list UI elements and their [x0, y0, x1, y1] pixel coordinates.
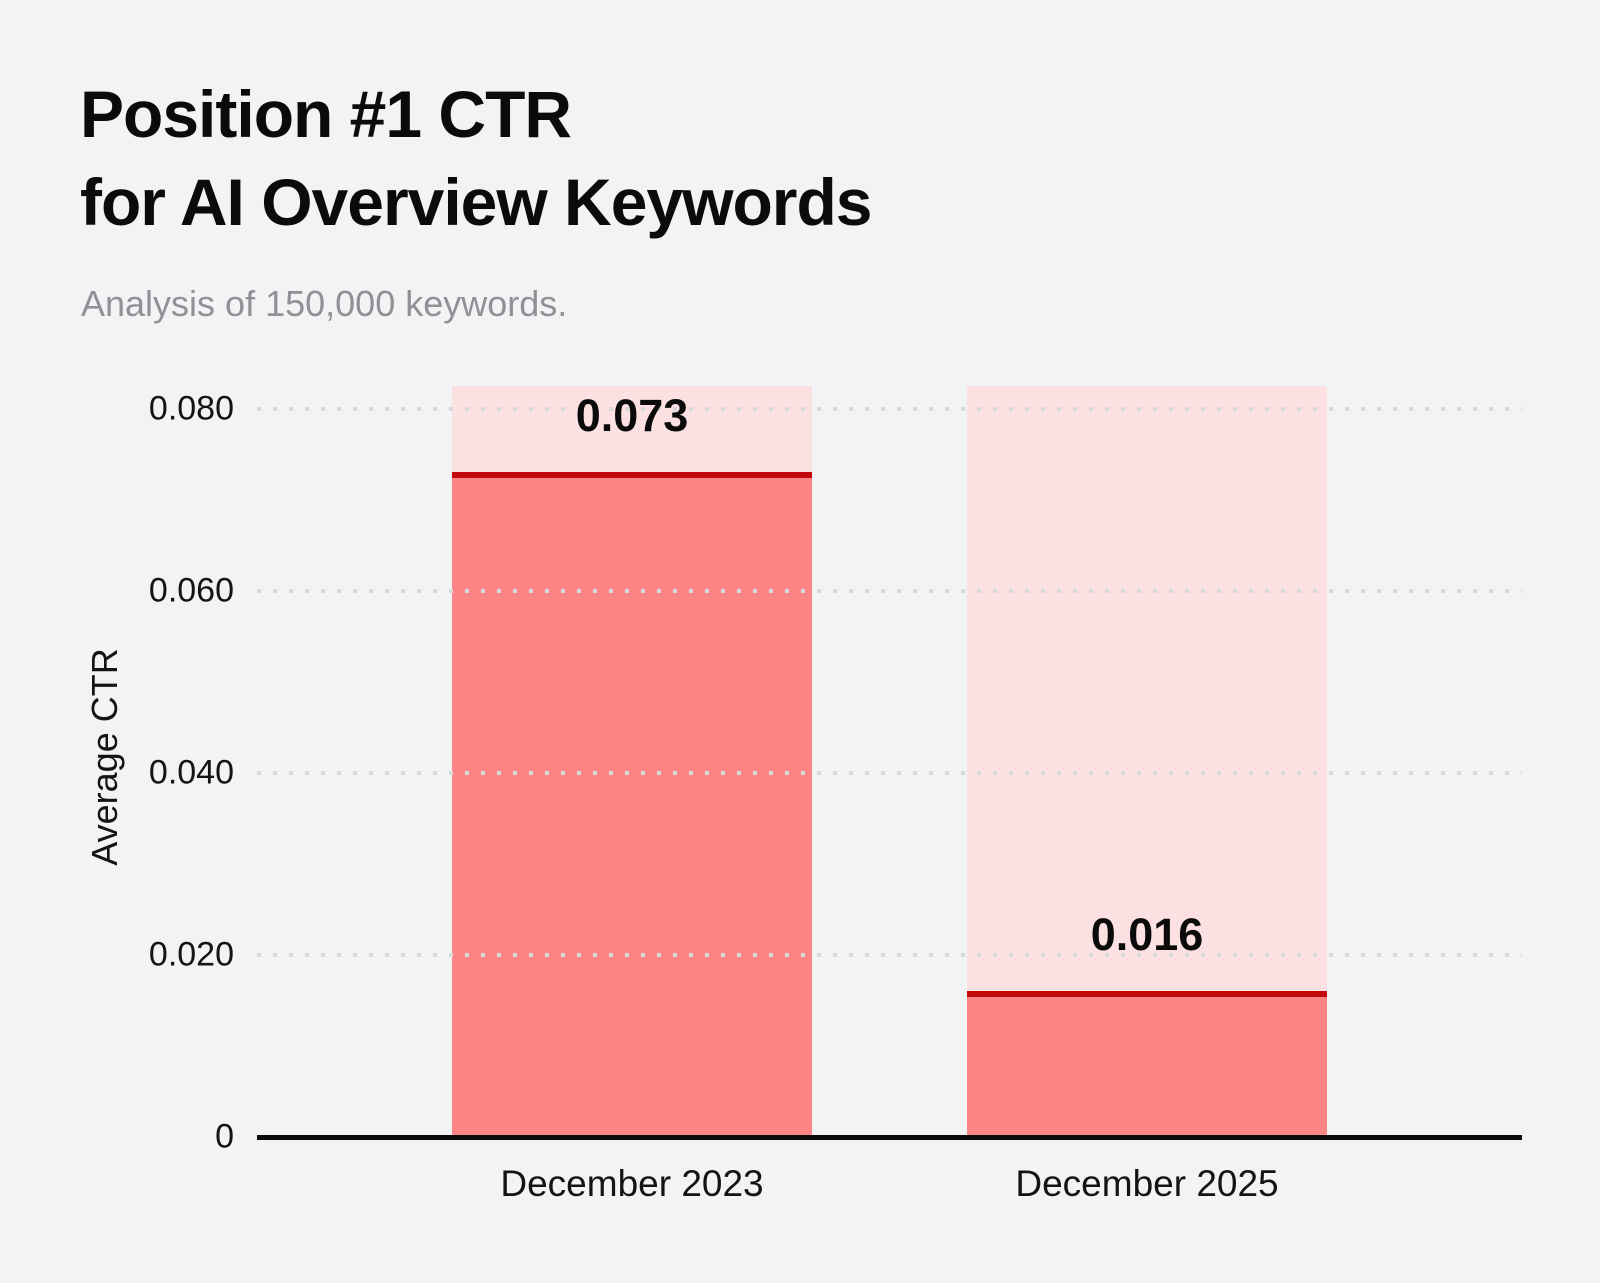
gridline-dotted	[257, 952, 1522, 957]
gridline-dotted	[257, 406, 1522, 411]
x-tick-label-december-2023: December 2023	[500, 1163, 764, 1204]
chart-title: Position #1 CTR for AI Overview Keywords	[80, 70, 872, 246]
bar-december-2023	[452, 472, 812, 1137]
chart-title-line2: for AI Overview Keywords	[80, 165, 872, 239]
y-axis-label: Average CTR	[84, 648, 125, 866]
y-tick-label: 0.020	[148, 935, 234, 974]
bar-december-2025	[967, 991, 1327, 1137]
value-label-december-2023: 0.073	[575, 390, 689, 442]
x-axis-line	[257, 1135, 1522, 1140]
gridline-dotted	[257, 770, 1522, 775]
y-tick-label: 0.060	[148, 571, 234, 610]
gridline-dotted	[257, 588, 1522, 593]
chart-title-line1: Position #1 CTR	[80, 77, 572, 151]
x-tick-label-december-2025: December 2025	[1015, 1163, 1279, 1204]
chart-subtitle: Analysis of 150,000 keywords.	[81, 283, 568, 324]
y-tick-label: 0	[215, 1117, 234, 1156]
y-tick-label: 0.040	[148, 753, 234, 792]
value-label-december-2025: 0.016	[1090, 909, 1204, 961]
y-tick-label: 0.080	[148, 389, 234, 428]
